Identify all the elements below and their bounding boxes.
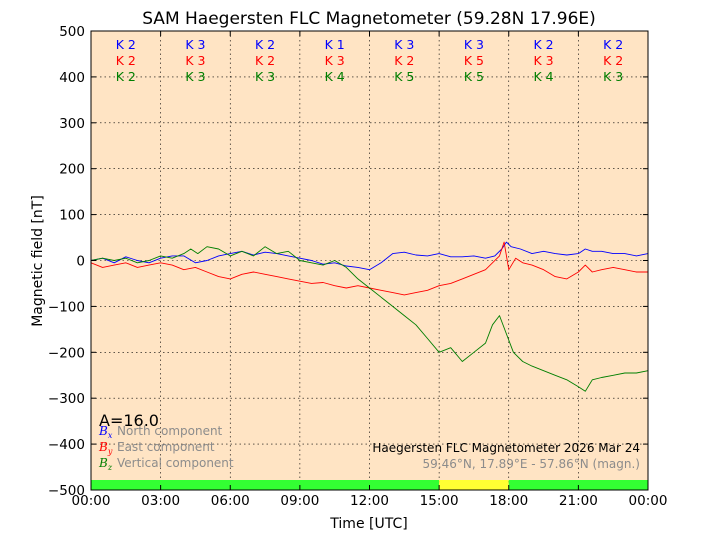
k-index-value: K 2 (116, 53, 136, 68)
x-tick-label: 03:00 (141, 493, 180, 509)
y-tick-label: −300 (48, 391, 85, 407)
k-index-value: K 3 (325, 53, 345, 68)
k-index-value: K 2 (255, 37, 275, 52)
x-tick-label: 12:00 (350, 493, 389, 509)
k-index-value: K 2 (534, 37, 554, 52)
k-index-value: K 2 (116, 69, 136, 84)
y-tick-label: −400 (48, 437, 85, 453)
activity-segment (439, 480, 509, 490)
k-index-value: K 4 (325, 69, 345, 84)
x-tick-label: 15:00 (420, 493, 459, 509)
x-tick-labels: 00:00 03:00 06:00 09:00 12:00 15:00 18:00 21:00… (72, 493, 668, 509)
y-tick-label: 300 (59, 116, 85, 132)
axis-ticks (90, 30, 649, 491)
y-tick-labels: −500 −400 −300 −200 −100 0 100 200 300 400 500 (48, 24, 85, 499)
k-index-value: K 3 (185, 53, 205, 68)
y-tick-label: −200 (48, 345, 85, 361)
k-index-value: K 5 (464, 69, 484, 84)
k-index-value: K 4 (534, 69, 554, 84)
data-series (90, 241, 649, 392)
legend-label: East component (117, 440, 215, 454)
station-coordinates: 59.46°N, 17.89°E - 57.86°N (magn.) (423, 457, 640, 471)
x-tick-label: 09:00 (280, 493, 319, 509)
y-tick-label: 0 (76, 254, 85, 270)
k-index-value: K 5 (464, 53, 484, 68)
y-tick-label: 400 (59, 70, 85, 86)
y-tick-label: 100 (59, 208, 85, 224)
k-index-value: K 2 (255, 53, 275, 68)
x-tick-label: 18:00 (489, 493, 528, 509)
y-tick-label: 200 (59, 162, 85, 178)
k-index-value: K 3 (255, 69, 275, 84)
k-index-value: K 3 (534, 53, 554, 68)
k-index-value: K 3 (464, 37, 484, 52)
x-tick-label: 00:00 (72, 493, 111, 509)
grid-lines (91, 31, 648, 490)
series-line-z (90, 246, 649, 392)
k-index-value: K 3 (394, 37, 414, 52)
k-index-value: K 2 (603, 53, 623, 68)
legend-label: Vertical component (117, 456, 234, 470)
activity-segment (91, 480, 440, 490)
y-tick-label: −500 (48, 483, 85, 499)
y-axis-label: Magnetic field [nT] (30, 195, 46, 327)
series-line-x (90, 241, 649, 271)
k-index-value: K 2 (603, 37, 623, 52)
y-tick-label: −100 (48, 299, 85, 315)
k-index-value: K 2 (116, 37, 136, 52)
k-index-value: K 5 (394, 69, 414, 84)
station-info: Haegersten FLC Magnetometer 2026 Mar 24 (372, 441, 640, 455)
k-index-value: K 3 (185, 69, 205, 84)
k-index-value: K 3 (603, 69, 623, 84)
x-tick-label: 00:00 (629, 493, 668, 509)
a-index-value: A=16.0 (99, 411, 159, 430)
x-tick-label: 06:00 (211, 493, 250, 509)
x-tick-label: 21:00 (559, 493, 598, 509)
k-index-value: K 1 (325, 37, 345, 52)
chart-title: SAM Haegersten FLC Magnetometer (59.28N … (142, 9, 596, 29)
series-line-y (90, 241, 648, 296)
k-index-value: K 2 (394, 53, 414, 68)
y-tick-label: 500 (59, 24, 85, 40)
x-axis-label: Time [UTC] (329, 516, 407, 532)
legend-label: North component (117, 424, 223, 438)
k-index-value: K 3 (185, 37, 205, 52)
